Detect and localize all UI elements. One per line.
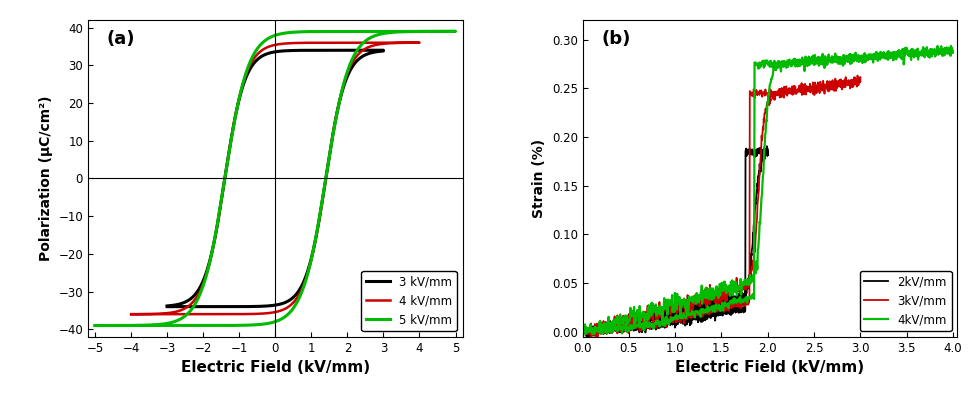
4kV/mm: [577, 332, 589, 337]
Line: 4 kV/mm: 4 kV/mm: [131, 43, 419, 314]
Y-axis label: Strain (%): Strain (%): [532, 139, 546, 218]
3kV/mm: [576, 330, 588, 335]
4kV/mm: [576, 325, 588, 330]
Legend: 2kV/mm, 3kV/mm, 4kV/mm: 2kV/mm, 3kV/mm, 4kV/mm: [860, 271, 952, 331]
5 kV/mm: [89, 323, 101, 328]
3kV/mm: [847, 84, 859, 89]
Line: 3 kV/mm: 3 kV/mm: [167, 50, 383, 307]
4 kV/mm: [125, 312, 137, 316]
5 kV/mm: [242, 65, 254, 69]
2kV/mm: [584, 334, 596, 338]
Legend: 3 kV/mm, 4 kV/mm, 5 kV/mm: 3 kV/mm, 4 kV/mm, 5 kV/mm: [361, 271, 457, 331]
4 kV/mm: [391, 41, 403, 45]
3 kV/mm: [174, 302, 186, 306]
X-axis label: Electric Field (kV/mm): Electric Field (kV/mm): [675, 360, 865, 375]
5 kV/mm: [449, 29, 461, 34]
2kV/mm: [580, 334, 592, 339]
3kV/mm: [828, 85, 840, 89]
Y-axis label: Polarization (μC/cm²): Polarization (μC/cm²): [39, 96, 53, 261]
3 kV/mm: [161, 304, 173, 308]
4kV/mm: [591, 326, 603, 330]
2kV/mm: [643, 311, 655, 316]
Line: 4kV/mm: 4kV/mm: [582, 46, 953, 334]
2kV/mm: [757, 150, 769, 154]
3 kV/mm: [377, 48, 389, 53]
4kV/mm: [945, 43, 956, 48]
Text: (b): (b): [602, 30, 631, 48]
5 kV/mm: [440, 29, 451, 34]
X-axis label: Electric Field (kV/mm): Electric Field (kV/mm): [181, 360, 370, 375]
4kV/mm: [913, 57, 924, 62]
4kV/mm: [576, 329, 588, 334]
4 kV/mm: [142, 312, 153, 316]
4kV/mm: [938, 49, 950, 53]
3kV/mm: [587, 327, 599, 332]
2kV/mm: [576, 333, 588, 338]
3 kV/mm: [161, 304, 173, 309]
4 kV/mm: [405, 41, 417, 45]
4 kV/mm: [142, 312, 153, 316]
Line: 2kV/mm: 2kV/mm: [582, 146, 768, 336]
3 kV/mm: [361, 52, 372, 57]
5 kV/mm: [421, 29, 433, 34]
2kV/mm: [744, 267, 756, 271]
3 kV/mm: [371, 49, 383, 54]
3 kV/mm: [253, 56, 265, 61]
Line: 5 kV/mm: 5 kV/mm: [95, 31, 455, 326]
4kV/mm: [623, 326, 635, 330]
2kV/mm: [576, 328, 588, 333]
4 kV/mm: [154, 312, 166, 317]
Text: (a): (a): [106, 30, 135, 48]
3kV/mm: [612, 326, 623, 331]
4kV/mm: [709, 293, 721, 298]
5 kV/mm: [126, 323, 138, 328]
5 kV/mm: [89, 323, 101, 328]
3 kV/mm: [184, 304, 195, 309]
Line: 3kV/mm: 3kV/mm: [582, 75, 861, 337]
3kV/mm: [576, 329, 588, 334]
3kV/mm: [676, 300, 688, 304]
5 kV/mm: [110, 323, 122, 328]
2kV/mm: [692, 312, 703, 317]
3kV/mm: [748, 95, 760, 100]
4 kV/mm: [248, 57, 260, 61]
3kV/mm: [585, 334, 597, 339]
5 kV/mm: [109, 323, 121, 328]
2kV/mm: [600, 328, 612, 333]
3kV/mm: [852, 73, 864, 78]
4kV/mm: [806, 59, 818, 64]
3 kV/mm: [174, 302, 186, 306]
2kV/mm: [761, 144, 773, 149]
4 kV/mm: [413, 40, 425, 45]
4 kV/mm: [125, 312, 137, 317]
